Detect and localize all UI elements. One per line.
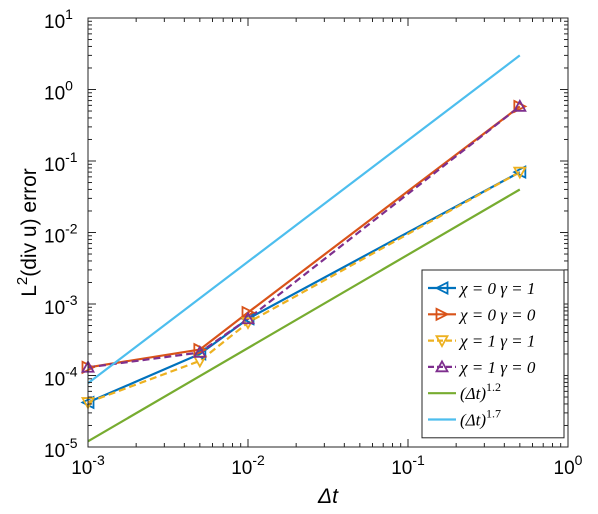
legend-marker-1 [435, 307, 450, 322]
x-tick-label-0: 10-3 [71, 452, 105, 479]
plot-area [80, 54, 528, 443]
x-tick-label-2: 10-1 [391, 452, 425, 479]
legend-label-3: χ = 1 γ = 0 [458, 358, 536, 377]
series-3-point-3 [512, 99, 527, 112]
y-tick-label-0: 10-5 [44, 435, 78, 462]
axes: 10-3 10-2 10-1 100 10-5 10-4 10-3 10-2 10-1 100 10… [14, 6, 583, 508]
y-tick-label-4: 10-1 [44, 149, 78, 176]
legend: χ = 0 γ = 1 χ = 0 γ = 0 χ = 1 γ = 1 χ = 1 γ… [421, 269, 565, 439]
series-line-1 [87, 105, 521, 369]
legend-label-4: (Δt)1.2 [460, 380, 501, 403]
y-tick-label-3: 10-2 [44, 221, 78, 248]
series-line-4 [87, 188, 521, 443]
series-1-point-2 [241, 305, 256, 320]
legend-label-0: χ = 0 γ = 1 [458, 279, 535, 298]
series-2-point-3 [512, 166, 527, 180]
y-tick-label-5: 100 [44, 78, 73, 105]
series-3-point-1 [192, 345, 207, 358]
legend-label-2: χ = 1 γ = 1 [458, 332, 535, 351]
series-1-point-3 [513, 99, 528, 114]
y-tick-label-2: 10-3 [44, 292, 78, 319]
series-3-point-2 [240, 311, 256, 325]
legend-marker-2 [434, 335, 450, 348]
series-line-0 [87, 171, 521, 404]
x-tick-label-3: 100 [554, 452, 583, 479]
y-tick-label-1: 10-4 [44, 364, 78, 391]
legend-label-1: χ = 0 γ = 0 [458, 305, 536, 324]
series-line-2 [87, 171, 521, 404]
y-tick-label-6: 101 [44, 6, 73, 33]
x-tick-label-1: 10-2 [231, 452, 265, 479]
legend-label-5: (Δt)1.7 [460, 407, 501, 430]
series-line-5 [87, 54, 521, 385]
y-axis-label: L2(div u) error [14, 168, 41, 297]
legend-marker-0 [434, 281, 449, 295]
legend-marker-3 [434, 359, 450, 373]
x-axis-label: Δt [317, 485, 339, 508]
series-line-3 [87, 105, 521, 369]
legend-box [421, 269, 565, 439]
series-0-point-3 [512, 165, 527, 180]
